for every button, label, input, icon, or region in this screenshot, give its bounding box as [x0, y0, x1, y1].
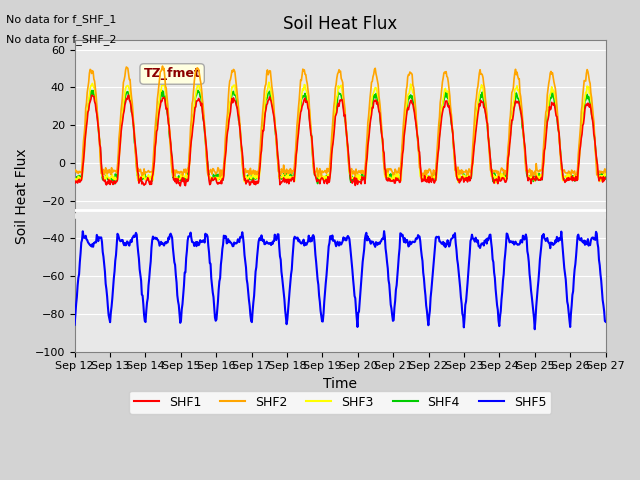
Y-axis label: Soil Heat Flux: Soil Heat Flux — [15, 148, 29, 244]
Text: TZ_fmet: TZ_fmet — [143, 68, 200, 81]
Title: Soil Heat Flux: Soil Heat Flux — [283, 15, 397, 33]
Text: No data for f_SHF_2: No data for f_SHF_2 — [6, 34, 117, 45]
X-axis label: Time: Time — [323, 377, 357, 391]
Legend: SHF1, SHF2, SHF3, SHF4, SHF5: SHF1, SHF2, SHF3, SHF4, SHF5 — [129, 391, 551, 414]
Text: No data for f_SHF_1: No data for f_SHF_1 — [6, 14, 116, 25]
